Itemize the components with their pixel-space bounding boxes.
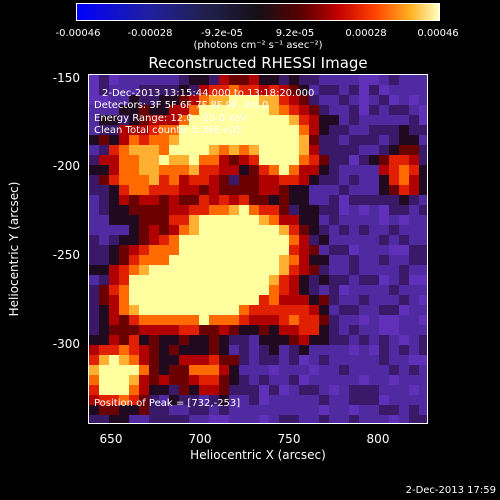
energy-range: Energy Range: 12.0 - 25.0 keV xyxy=(94,113,247,124)
x-tick: 750 xyxy=(277,432,301,446)
time-range: 2-Dec-2013 13:15:44.000 to 13:18:20.000 xyxy=(102,88,315,99)
detectors: Detectors: 3F 5F 6F 7F 8F 9F, Att 0 xyxy=(94,100,269,111)
colorbar-tick: -0.00028 xyxy=(127,28,173,39)
colorbar xyxy=(76,3,440,21)
colorbar-tick: 9.2e-05 xyxy=(275,28,315,39)
rhessi-image xyxy=(88,74,428,424)
colorbar-unit: (photons cm⁻² s⁻¹ asec⁻²) xyxy=(193,40,323,51)
y-tick: -300 xyxy=(52,337,80,351)
y-tick: -250 xyxy=(52,248,80,262)
timestamp: 2-Dec-2013 17:59 xyxy=(405,485,496,496)
y-tick: -150 xyxy=(52,71,80,85)
x-tick: 650 xyxy=(99,432,123,446)
image-title: Reconstructed RHESSI Image xyxy=(148,54,368,72)
method-counts: Clean Total counts: 5.36E+03 xyxy=(94,125,242,136)
x-tick: 700 xyxy=(188,432,212,446)
x-axis-label: Heliocentric X (arcsec) xyxy=(190,448,326,462)
colorbar-tick: 0.00046 xyxy=(417,28,459,39)
colorbar-tick: -9.2e-05 xyxy=(201,28,243,39)
x-tick: 800 xyxy=(366,432,390,446)
y-axis-label: Heliocentric Y (arcsec) xyxy=(7,181,21,317)
colorbar-tick: 0.00028 xyxy=(345,28,387,39)
colorbar-tick: -0.00046 xyxy=(55,28,101,39)
peak-position: Position of Peak = [732,-253] xyxy=(94,398,241,409)
y-tick: -200 xyxy=(52,159,80,173)
heatmap xyxy=(89,75,427,423)
